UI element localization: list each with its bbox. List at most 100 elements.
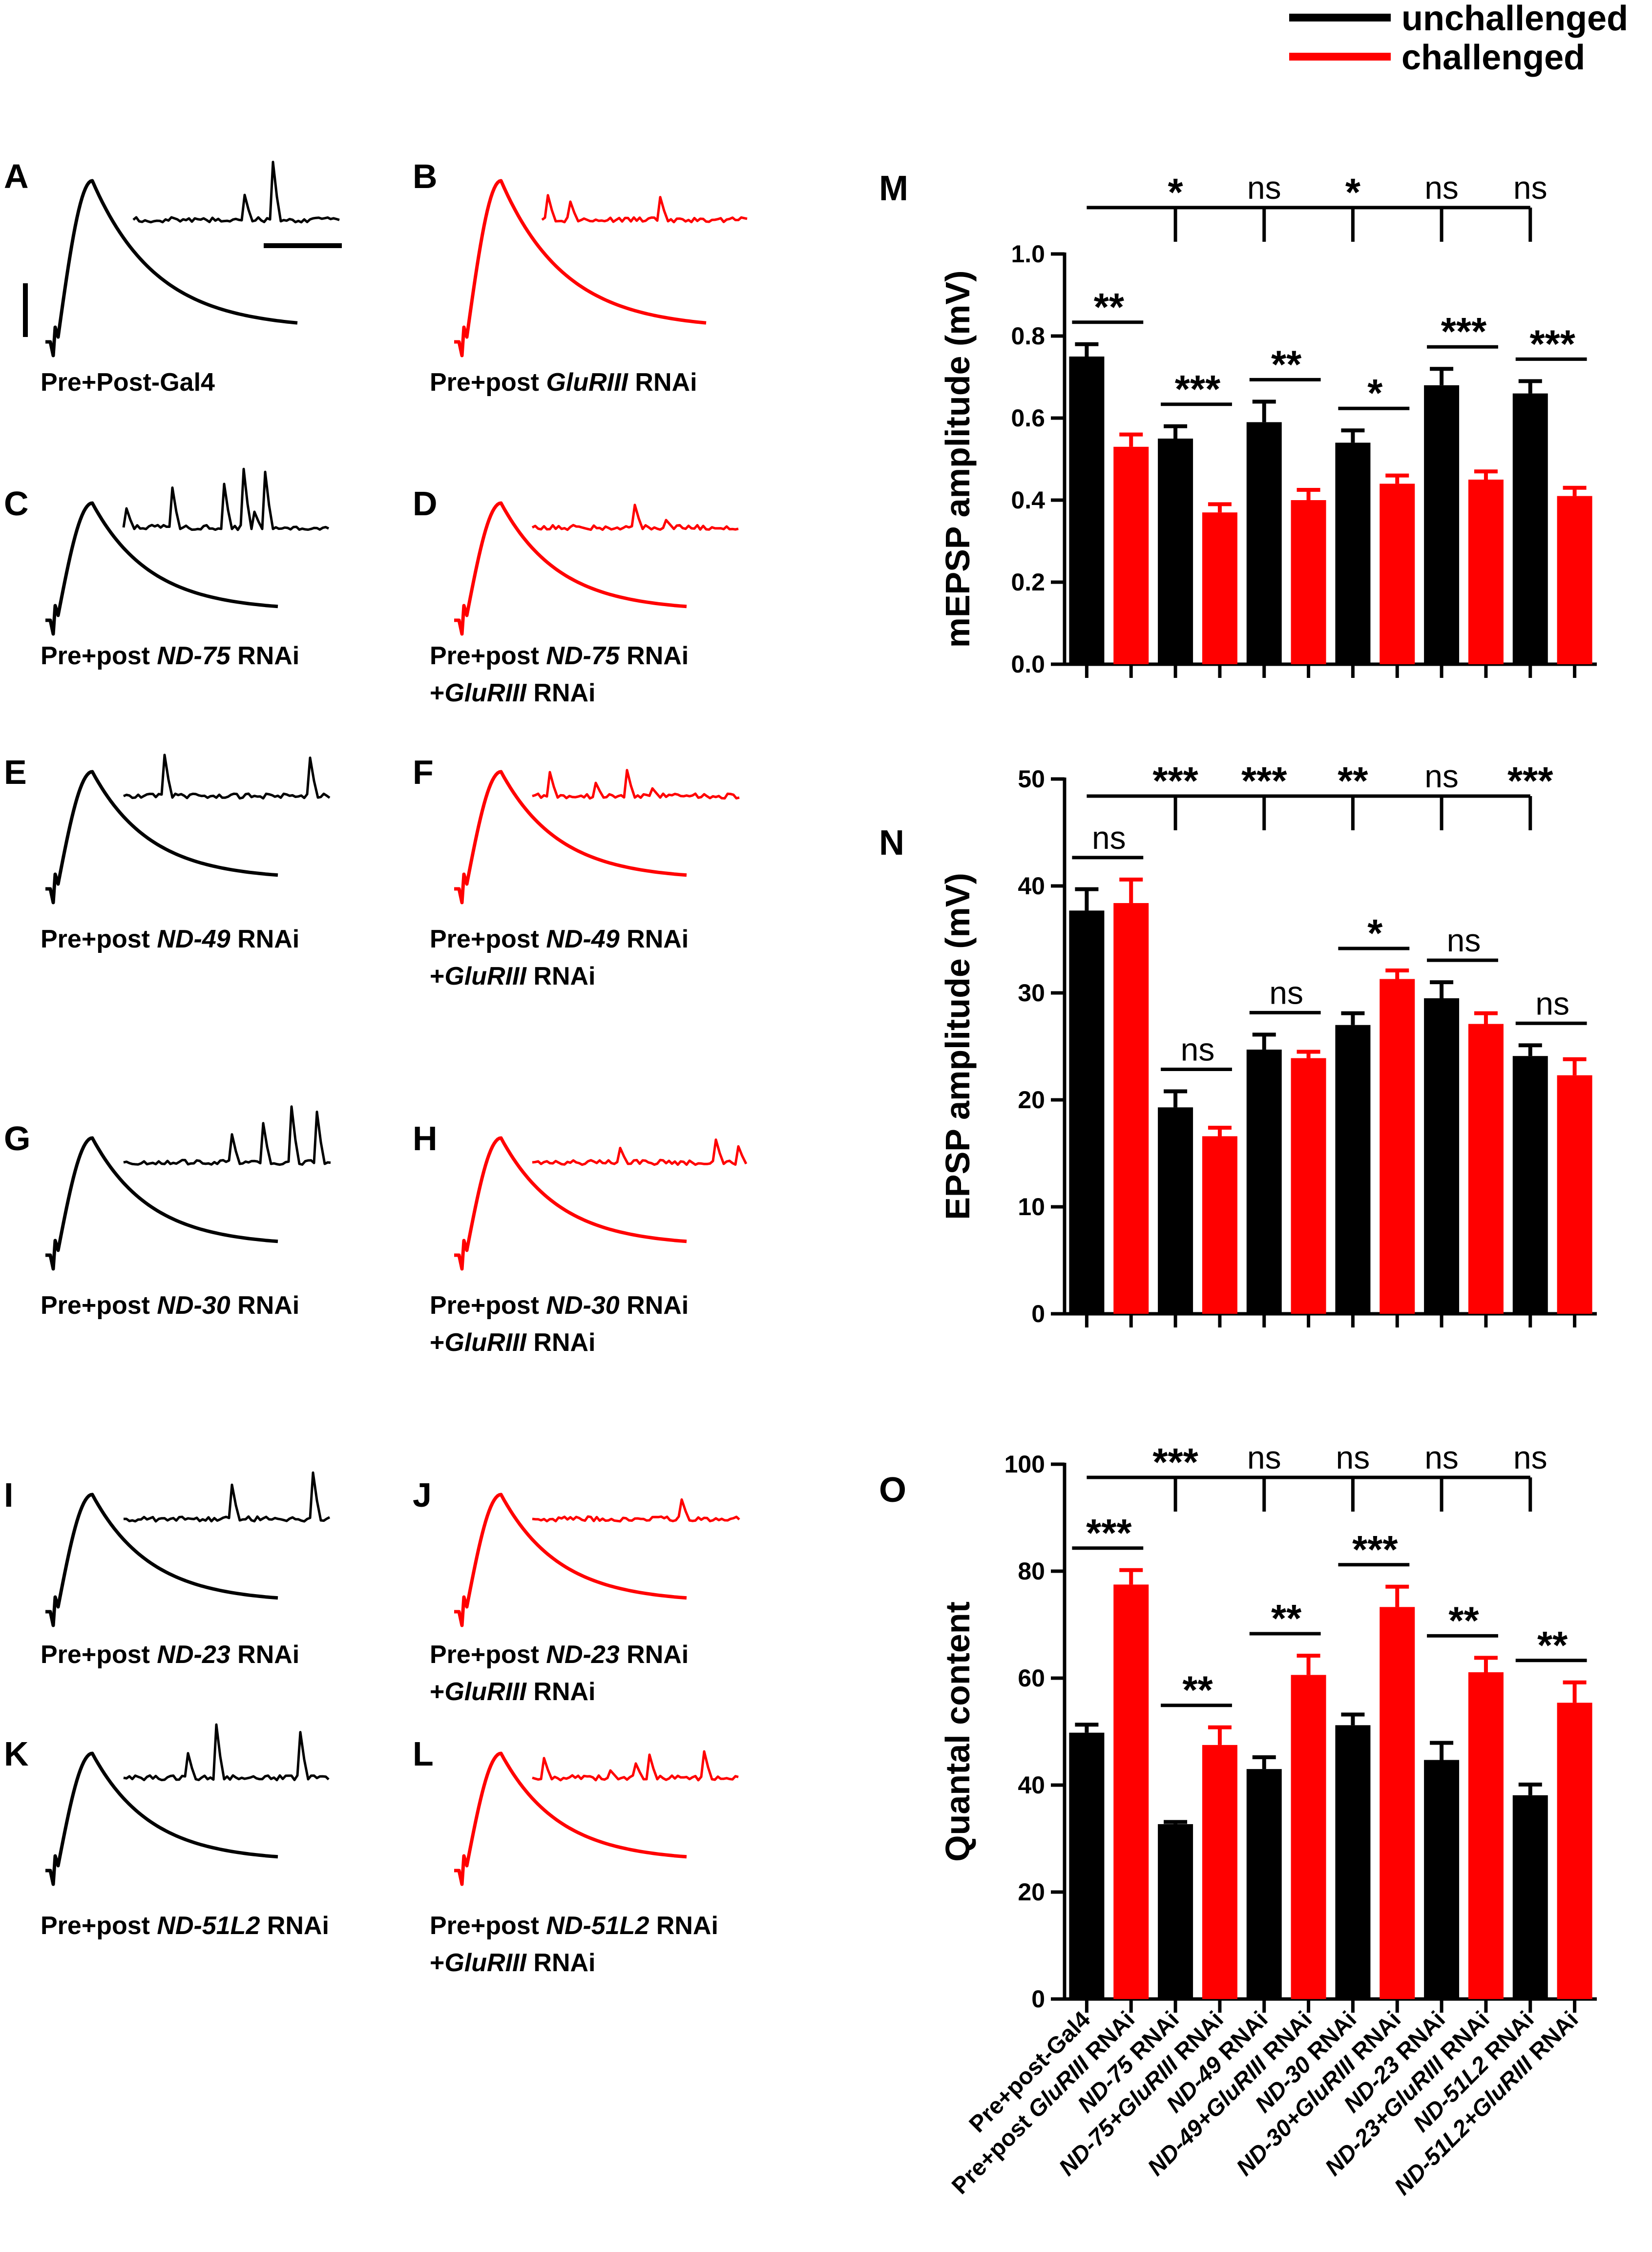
bar-unchallenged-4 (1424, 998, 1460, 1314)
panel-caption2-D: +GluRIII RNAi (430, 679, 596, 707)
group-significance: *** (1152, 759, 1198, 802)
trace-panel-C: C Pre+post ND-75 RNAi (4, 467, 330, 670)
y-tick-label: 0.6 (1011, 404, 1045, 432)
trace-panel-D: D Pre+post ND-75 RNAi +GluRIII RNAi (413, 484, 739, 707)
y-tick-label: 20 (1018, 1086, 1045, 1114)
chart-panel-letter: O (879, 1471, 906, 1510)
y-tick-label: 0.0 (1011, 651, 1045, 678)
panel-caption-H-run: ND-30 (546, 1291, 619, 1320)
y-tick-label: 0 (1031, 1300, 1045, 1327)
group-significance: ns (1336, 1439, 1370, 1475)
bar-unchallenged-1 (1158, 1824, 1193, 1999)
epsp-trace (45, 501, 278, 636)
panel-caption-A-run: Pre+Post-Gal4 (41, 368, 215, 397)
bar-unchallenged-3 (1335, 1025, 1371, 1314)
bar-unchallenged-5 (1512, 1056, 1548, 1314)
bar-challenged-0 (1113, 903, 1149, 1314)
trace-panel-L: L Pre+post ND-51L2 RNAi +GluRIII RNAi (413, 1735, 739, 1977)
panel-caption-K-run: Pre+post (41, 1912, 157, 1940)
panel-letter-D: D (413, 484, 438, 523)
mepsp-trace (124, 1471, 331, 1523)
y-axis-label: EPSP amplitude (mV) (939, 873, 977, 1220)
bar-challenged-1 (1202, 1136, 1237, 1314)
epsp-trace (454, 1493, 687, 1627)
group-significance: *** (1152, 1440, 1198, 1484)
panel-caption-K-run: ND-51L2 (157, 1912, 260, 1940)
panel-letter-J: J (413, 1476, 432, 1514)
epsp-trace (454, 1136, 687, 1271)
panel-caption-F-run: ND-49 (546, 925, 619, 953)
panel-caption-G-run: RNAi (230, 1291, 300, 1320)
pair-significance: ns (1092, 820, 1126, 856)
x-category-label: Pre+post GluRIII RNAi (947, 2006, 1140, 2199)
group-significance: ns (1513, 1439, 1547, 1475)
panel-caption-K: Pre+post ND-51L2 RNAi (41, 1912, 329, 1940)
pair-significance: ** (1094, 285, 1125, 329)
panel-letter-K: K (4, 1735, 29, 1773)
epsp-trace (45, 770, 278, 905)
bar-challenged-4 (1468, 480, 1504, 664)
panel-caption-L-run: RNAi (649, 1912, 718, 1940)
panel-caption-D-run: ND-75 (546, 642, 620, 670)
epsp-trace (45, 1493, 278, 1627)
mepsp-trace (532, 1498, 740, 1523)
panel-caption-I-run: ND-23 (157, 1641, 230, 1669)
trace-panel-E: E Pre+post ND-49 RNAi (4, 753, 331, 953)
panel-caption2-F-run: GluRIII (444, 962, 527, 990)
pair-significance: ns (1181, 1031, 1215, 1067)
bar-challenged-5 (1557, 496, 1592, 664)
group-significance: ns (1247, 1439, 1281, 1475)
y-tick-label: 0.2 (1011, 568, 1045, 596)
panel-caption-I-run: RNAi (230, 1641, 300, 1669)
chart-N: N 0 10 20 30 40 50 EPSP amplitude (mV) ns ns ns * ns… (879, 758, 1597, 1327)
bar-challenged-3 (1380, 979, 1415, 1314)
bar-challenged-0 (1113, 1584, 1149, 1999)
epsp-trace (454, 770, 687, 905)
panel-letter-L: L (413, 1735, 434, 1773)
group-significance: * (1345, 170, 1361, 214)
pair-significance: * (1367, 911, 1383, 955)
epsp-trace (45, 1751, 278, 1886)
panel-caption2-J-run: + (430, 1678, 444, 1706)
group-significance: ns (1513, 169, 1547, 206)
bar-unchallenged-1 (1158, 1107, 1193, 1314)
bar-unchallenged-0 (1069, 910, 1105, 1314)
panel-caption-C-run: RNAi (230, 642, 300, 670)
panel-caption-C: Pre+post ND-75 RNAi (41, 642, 299, 670)
panel-caption-L: Pre+post ND-51L2 RNAi (430, 1912, 718, 1940)
panel-caption-D-run: RNAi (620, 642, 689, 670)
pair-significance: ** (1537, 1623, 1568, 1667)
group-significance: *** (1507, 759, 1553, 802)
y-tick-label: 30 (1018, 979, 1045, 1007)
panel-caption2-L: +GluRIII RNAi (430, 1949, 596, 1977)
panel-letter-A: A (4, 157, 29, 195)
panel-caption-I: Pre+post ND-23 RNAi (41, 1641, 299, 1669)
trace-panel-I: I Pre+post ND-23 RNAi (4, 1471, 331, 1669)
panel-caption2-J-run: RNAi (526, 1678, 596, 1706)
panel-caption-D: Pre+post ND-75 RNAi (430, 642, 689, 670)
panel-caption-G-run: ND-30 (157, 1291, 230, 1320)
chart-panel-letter: M (879, 169, 908, 208)
panel-caption-L-run: Pre+post (430, 1912, 546, 1940)
mepsp-trace (532, 1750, 739, 1782)
panel-caption-K-run: RNAi (260, 1912, 329, 1940)
panel-caption-C-run: Pre+post (41, 642, 157, 670)
legend-label-unchallenged: unchallenged (1401, 0, 1628, 38)
panel-letter-B: B (413, 157, 438, 195)
panel-letter-H: H (413, 1119, 438, 1158)
pair-significance: ** (1182, 1668, 1213, 1712)
panel-caption2-J-run: GluRIII (444, 1678, 527, 1706)
bar-challenged-2 (1291, 1058, 1326, 1314)
y-tick-label: 40 (1018, 1771, 1045, 1799)
y-tick-label: 0 (1031, 1985, 1045, 2013)
bar-challenged-2 (1291, 1675, 1326, 1999)
bar-unchallenged-5 (1512, 1795, 1548, 1999)
panel-caption-L-run: ND-51L2 (546, 1912, 649, 1940)
panel-caption-E-run: ND-49 (157, 925, 230, 953)
panel-caption-H-run: Pre+post (430, 1291, 546, 1320)
